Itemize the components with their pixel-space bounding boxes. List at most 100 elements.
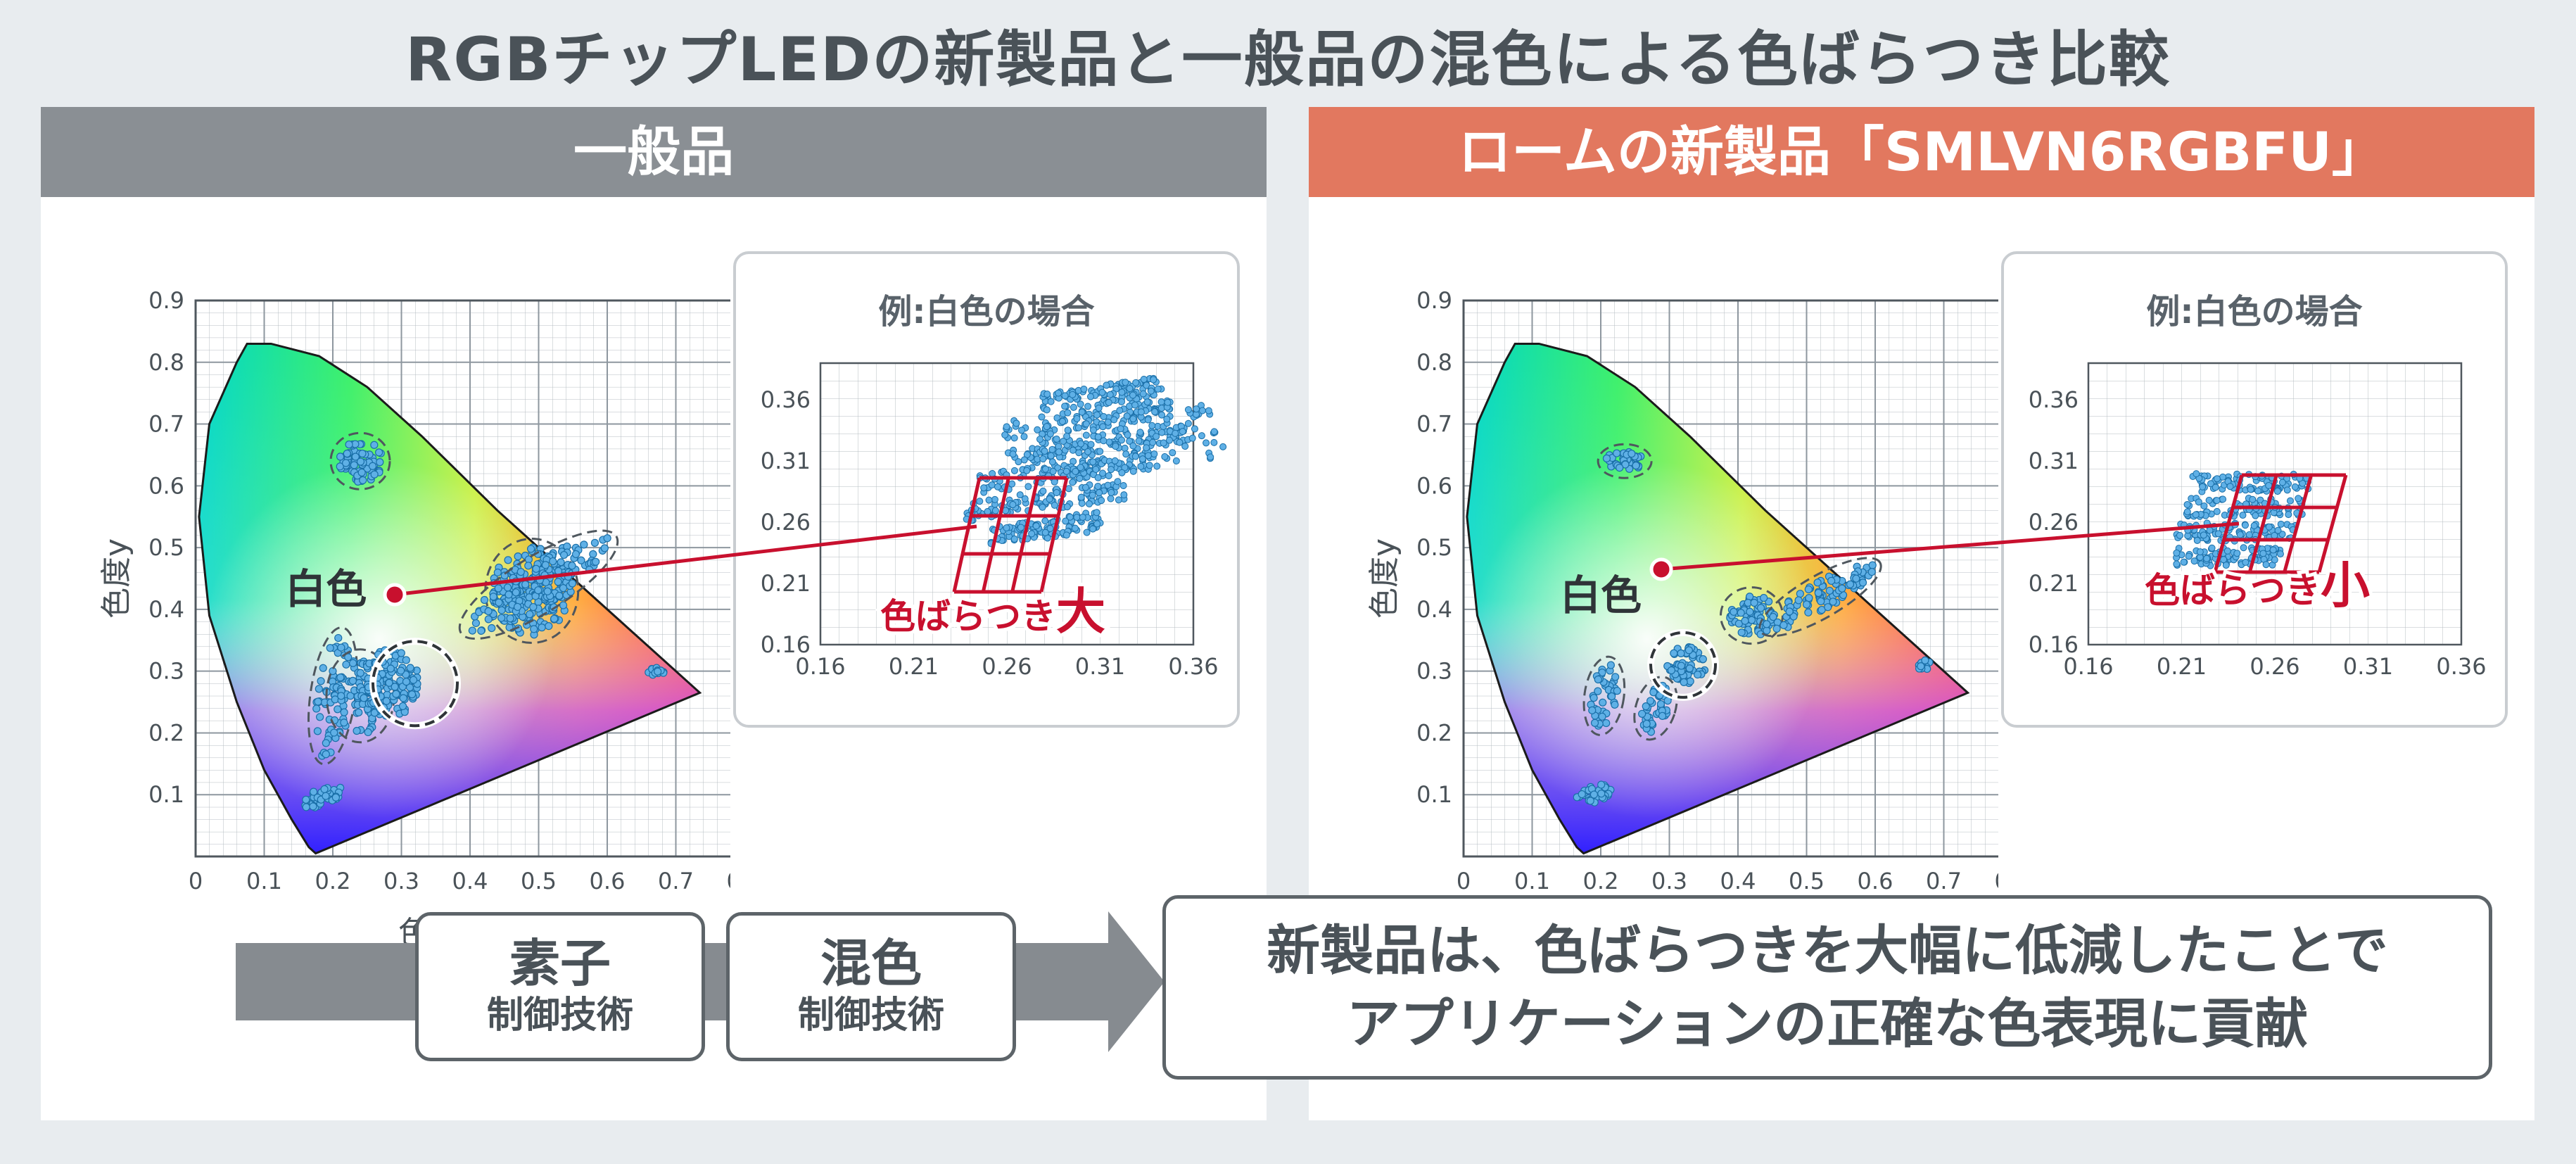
data-point (529, 602, 538, 612)
inset-dot (2193, 470, 2200, 478)
data-point (1763, 620, 1771, 628)
inset-dot (1039, 455, 1047, 463)
data-point (350, 461, 358, 469)
data-point (1827, 576, 1836, 585)
inset-dot (1077, 400, 1084, 408)
data-point (1677, 649, 1685, 657)
inset-dot (1139, 390, 1147, 398)
inset-dot (1100, 412, 1108, 420)
inset-dot (1094, 433, 1102, 441)
y-tick-label: 0.1 (1416, 781, 1452, 808)
inset-dot (1135, 437, 1143, 445)
inset-dot (1148, 422, 1156, 429)
inset-dot (1143, 381, 1150, 389)
panel-header-new: ロームの新製品「SMLVN6RGBFU」 (1309, 107, 2534, 197)
inset-dot (1077, 440, 1085, 448)
inset-dot (2208, 544, 2216, 552)
inset-y-tick: 0.21 (2029, 570, 2079, 597)
data-point (1802, 600, 1811, 609)
inset-dot (2213, 475, 2221, 483)
data-point (402, 678, 411, 686)
data-point (1747, 616, 1756, 624)
inset-dot (1136, 429, 1144, 436)
data-point (526, 545, 535, 553)
inset-dot (1098, 497, 1105, 505)
data-point (370, 709, 379, 717)
inset-dot (1009, 450, 1017, 458)
data-point (336, 462, 344, 471)
inset-dot (2190, 557, 2198, 565)
data-point (397, 649, 405, 657)
data-point (504, 556, 512, 564)
inset-dot (2239, 512, 2247, 519)
inset-dot (2276, 550, 2284, 558)
inset-dot (1074, 424, 1082, 431)
x-tick-label: 0.5 (521, 868, 557, 894)
inset-dot (1108, 466, 1115, 474)
data-point (402, 656, 410, 664)
variation-label-suffix: 小 (2321, 557, 2370, 614)
inset-dot (1046, 430, 1054, 438)
data-point (1858, 578, 1867, 587)
inset-x-tick: 0.21 (889, 653, 939, 680)
x-tick-label: 0.6 (590, 868, 626, 894)
inset-dot (1103, 381, 1110, 389)
white-label: 白色 (1560, 571, 1642, 619)
inset-dot (1055, 389, 1062, 397)
inset-dot (1028, 530, 1036, 538)
inset-dot (2192, 511, 2200, 519)
data-point (355, 708, 363, 716)
y-tick-label: 0.9 (1416, 287, 1452, 314)
inset-dot (1179, 428, 1186, 436)
data-point (1598, 712, 1606, 721)
inset-dot (1061, 392, 1069, 400)
inset-dot (2183, 500, 2191, 508)
inset-dot (2242, 559, 2250, 567)
tech-main-label: 混色 (820, 934, 922, 993)
inset-dot (1077, 464, 1084, 472)
y-tick-label: 0.6 (1416, 472, 1452, 499)
inset-dot (1098, 388, 1106, 396)
data-cluster (301, 783, 345, 811)
inset-dot (2176, 531, 2183, 539)
data-point (468, 626, 476, 635)
x-tick-label: 0.8 (727, 868, 730, 894)
x-tick-label: 0.3 (1651, 868, 1687, 894)
data-point (1606, 661, 1615, 669)
inset-dot (1153, 462, 1161, 470)
inset-white-example: 例:白色の場合 0.16 0.21 0.26 0.31 0.36 0.36 0.31 0.26… (2001, 251, 2508, 728)
inset-dot (1089, 458, 1097, 466)
result-box: 新製品は、色ばらつきを大幅に低減したことで アプリケーションの正確な色表現に貢献 (1162, 895, 2492, 1080)
inset-dot (1207, 453, 1214, 461)
data-point (409, 676, 418, 684)
inset-dot (2193, 536, 2201, 544)
x-tick-label: 0 (189, 868, 203, 894)
inset-dot (1036, 436, 1043, 443)
inset-dot (991, 507, 999, 514)
inset-dot-band (1036, 402, 1227, 486)
inset-dot (1129, 391, 1137, 399)
inset-dot (1131, 401, 1139, 409)
data-point (1794, 596, 1803, 605)
inset-dot (994, 483, 1001, 491)
inset-dot (1123, 412, 1131, 420)
data-point (337, 643, 345, 652)
inset-dot (1069, 446, 1077, 454)
inset-chart: 0.16 0.21 0.26 0.31 0.36 0.36 0.31 0.26 0.21 0.16… (2029, 362, 2487, 680)
inset-dot (1032, 522, 1040, 530)
inset-dot (2249, 495, 2257, 503)
inset-dot (1046, 524, 1054, 532)
data-point (1730, 607, 1738, 616)
x-tick-label: 0.7 (658, 868, 694, 894)
data-point (480, 595, 489, 605)
inset-dot (1043, 406, 1051, 414)
inset-dot (2203, 555, 2211, 562)
inset-dot (1016, 491, 1024, 499)
data-cluster (1663, 643, 1709, 688)
data-point (1646, 697, 1655, 705)
data-point (1804, 585, 1813, 594)
data-point (477, 626, 486, 635)
inset-dot (1070, 403, 1077, 411)
inset-dot (1048, 445, 1056, 453)
variation-grid-line (2247, 474, 2278, 573)
